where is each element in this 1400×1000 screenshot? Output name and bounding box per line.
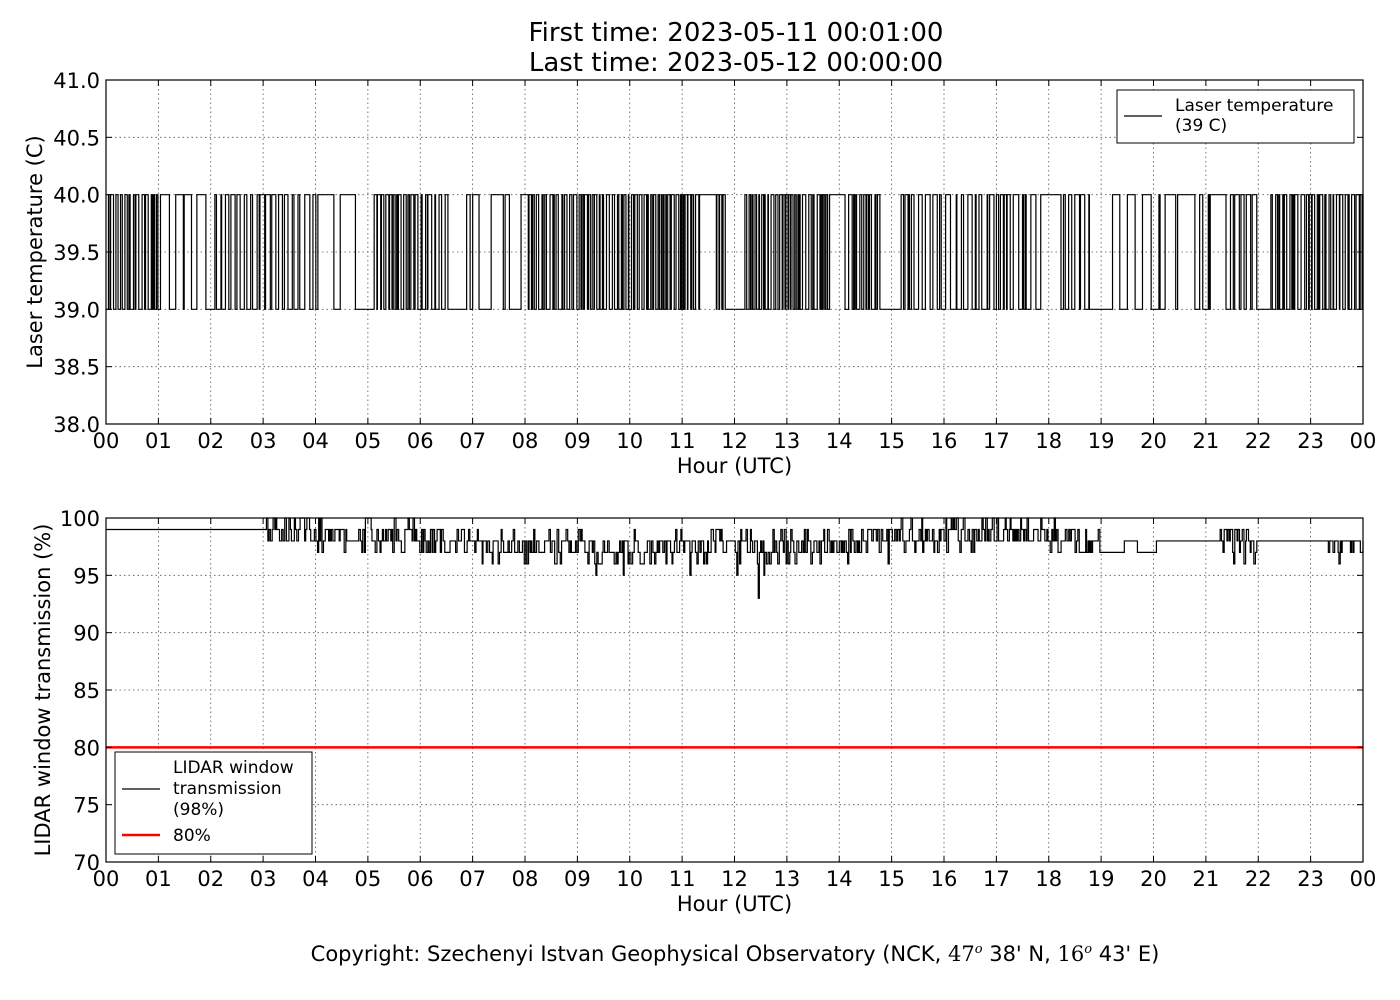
y-tick-label: 100	[60, 507, 100, 531]
y-axis-label: LIDAR window transmission (%)	[31, 524, 55, 857]
x-tick-label: 15	[878, 867, 905, 891]
y-tick-label: 40.5	[53, 126, 100, 150]
legend: Laser temperature(39 C)	[1116, 89, 1355, 144]
chart-title-line-2: Last time: 2023-05-12 00:00:00	[528, 48, 944, 78]
x-tick-label: 12	[721, 867, 748, 891]
y-tick-label: 95	[73, 564, 100, 588]
x-tick-label: 00	[93, 867, 120, 891]
x-tick-label: 18	[1035, 867, 1062, 891]
x-tick-label: 10	[616, 867, 643, 891]
x-tick-label: 04	[302, 429, 329, 453]
series-line-laser-temperature	[106, 194, 1364, 310]
x-tick-label: 17	[983, 867, 1010, 891]
x-tick-label: 21	[1193, 867, 1220, 891]
longitude-degrees: 16o	[1057, 942, 1093, 966]
x-tick-label: 08	[512, 429, 539, 453]
x-tick-label: 02	[197, 429, 224, 453]
y-tick-label: 41.0	[53, 69, 100, 93]
x-tick-label: 16	[931, 867, 958, 891]
legend-label-laser: Laser temperature	[1175, 96, 1333, 116]
x-tick-label: 11	[669, 429, 696, 453]
copyright-footer: Copyright: Szechenyi Istvan Geophysical …	[0, 936, 1400, 968]
x-tick-label: 00	[1350, 429, 1377, 453]
x-tick-label: 18	[1035, 429, 1062, 453]
x-tick-label: 21	[1193, 429, 1220, 453]
x-tick-label: 22	[1245, 867, 1272, 891]
chart-title-line-1: First time: 2023-05-11 00:01:00	[528, 18, 944, 48]
x-tick-label: 00	[1350, 867, 1377, 891]
y-tick-label: 80	[73, 736, 100, 760]
x-tick-label: 13	[774, 867, 801, 891]
y-tick-label: 75	[73, 794, 100, 818]
legend-label-laser: (39 C)	[1175, 116, 1227, 136]
y-tick-label: 70	[73, 851, 100, 875]
x-tick-label: 14	[826, 429, 853, 453]
x-tick-label: 17	[983, 429, 1010, 453]
x-tick-label: 07	[459, 429, 486, 453]
legend-box	[114, 751, 313, 855]
x-axis-label: Hour (UTC)	[677, 892, 792, 916]
x-tick-label: 06	[407, 429, 434, 453]
x-tick-label: 19	[1088, 867, 1115, 891]
y-tick-label: 39.5	[53, 241, 100, 265]
x-tick-label: 03	[250, 867, 277, 891]
y-tick-label: 40.0	[53, 184, 100, 208]
x-tick-label: 02	[197, 867, 224, 891]
x-tick-label: 10	[616, 429, 643, 453]
x-tick-label: 20	[1140, 429, 1167, 453]
x-tick-label: 20	[1140, 867, 1167, 891]
x-axis-label: Hour (UTC)	[677, 454, 792, 478]
lidar-transmission-chart: 00 01 02 03 04 05 06 07 08 09 10 11 12 13 14 15 16 17 18 19…	[31, 507, 1376, 916]
y-axis-label: Laser temperature (C)	[23, 135, 47, 368]
x-tick-label: 08	[512, 867, 539, 891]
latitude-minutes: 38' N,	[989, 942, 1051, 966]
longitude-minutes: 43' E)	[1098, 942, 1160, 966]
x-tick-label: 22	[1245, 429, 1272, 453]
x-tick-label: 06	[407, 867, 434, 891]
x-tick-label: 01	[145, 867, 172, 891]
x-tick-label: 15	[878, 429, 905, 453]
x-tick-label: 19	[1088, 429, 1115, 453]
legend-label-lidar: transmission	[173, 779, 282, 799]
latitude-degrees: 47o	[947, 942, 983, 966]
y-tick-label: 38.0	[53, 413, 100, 437]
legend-label-lidar: LIDAR window	[173, 758, 294, 778]
x-tick-label: 01	[145, 429, 172, 453]
x-tick-label: 04	[302, 867, 329, 891]
x-tick-label: 07	[459, 867, 486, 891]
x-tick-label: 03	[250, 429, 277, 453]
x-tick-label: 00	[93, 429, 120, 453]
x-tick-label: 05	[355, 429, 382, 453]
x-tick-label: 16	[931, 429, 958, 453]
copyright-text: Copyright: Szechenyi Istvan Geophysical …	[310, 942, 942, 966]
y-tick-label: 90	[73, 622, 100, 646]
x-tick-label: 23	[1297, 429, 1324, 453]
x-tick-label: 05	[355, 867, 382, 891]
x-tick-label: 13	[774, 429, 801, 453]
laser-temperature-chart: 00 01 02 03 04 05 06 07 08 09 10 11 12 13 14 15 16 17 18 19…	[23, 69, 1376, 478]
x-tick-label: 14	[826, 867, 853, 891]
x-tick-label: 23	[1297, 867, 1324, 891]
x-tick-label: 12	[721, 429, 748, 453]
y-tick-label: 85	[73, 679, 100, 703]
x-tick-label: 09	[564, 429, 591, 453]
y-tick-label: 39.0	[53, 298, 100, 322]
legend-label-lidar: (98%)	[173, 800, 224, 820]
x-tick-label: 09	[564, 867, 591, 891]
x-tick-label: 11	[669, 867, 696, 891]
y-tick-label: 38.5	[53, 356, 100, 380]
legend-label-threshold: 80%	[173, 826, 211, 846]
